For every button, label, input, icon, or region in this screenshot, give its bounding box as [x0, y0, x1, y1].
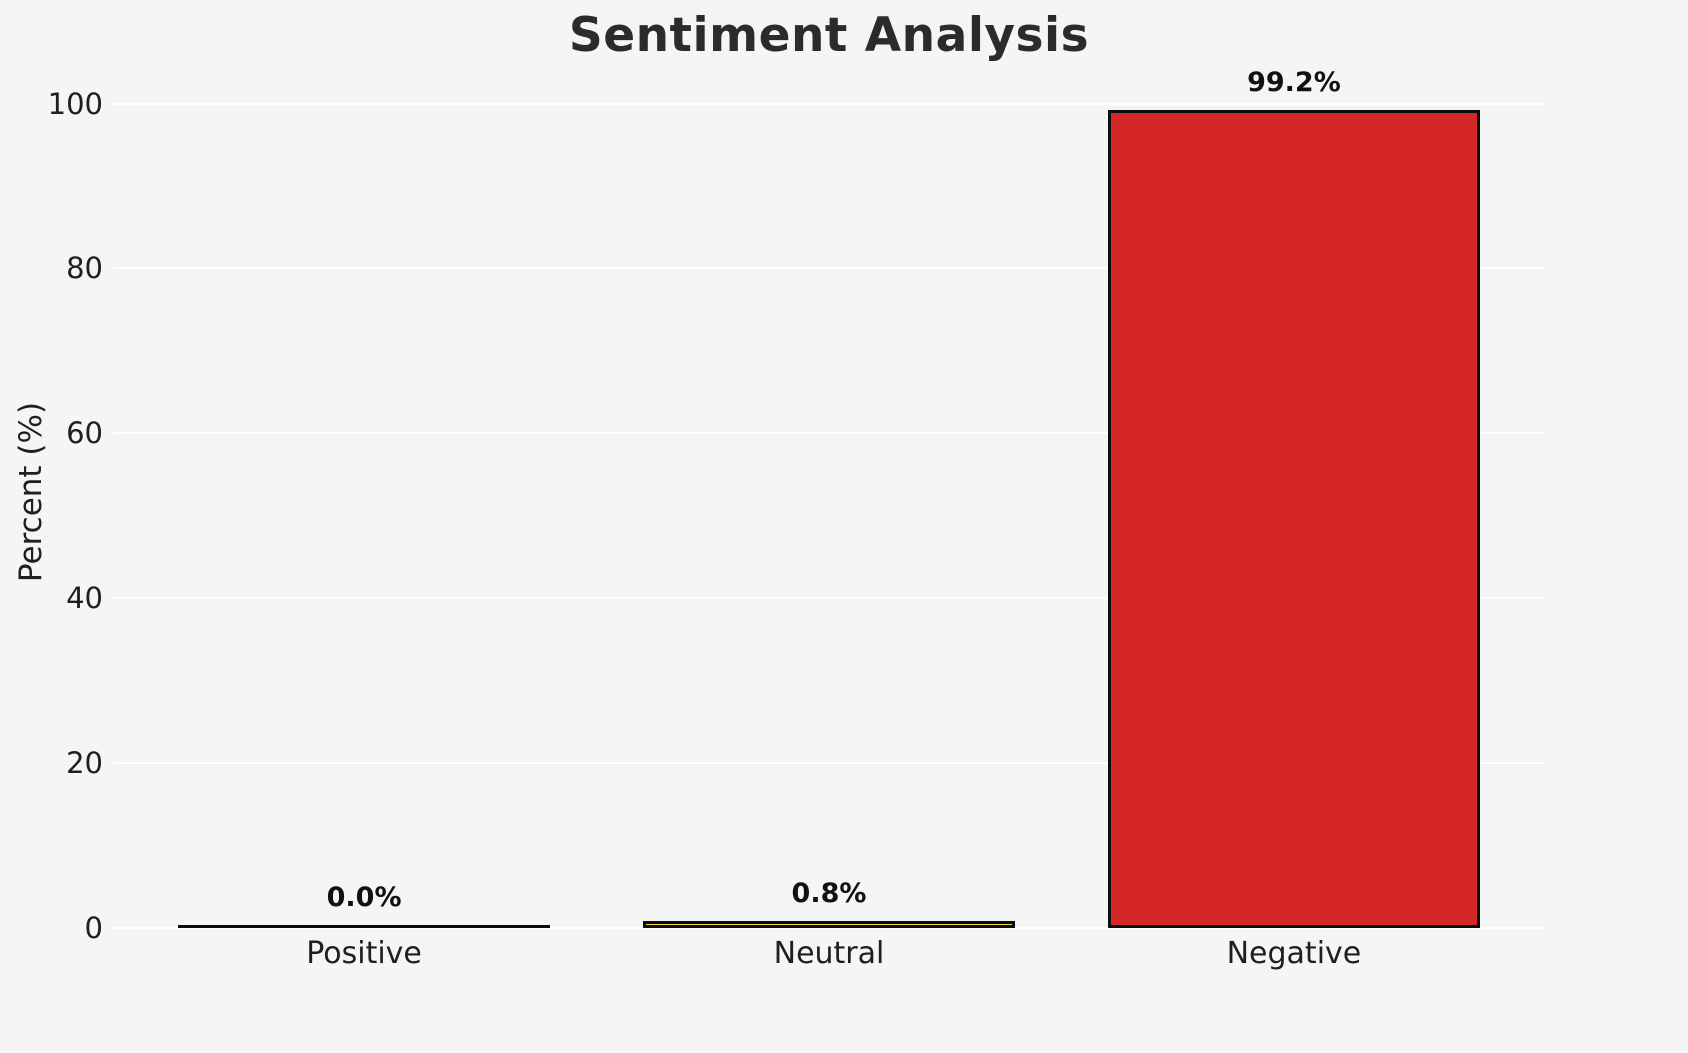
chart-title: Sentiment Analysis: [568, 8, 1090, 63]
bar-value-label: 0.0%: [326, 882, 402, 913]
bar-neutral: [643, 921, 1015, 928]
plot-area: 0.0% 0.8% 99.2%: [113, 67, 1545, 929]
bar-negative: [1107, 110, 1480, 928]
y-tick-label: 40: [66, 581, 103, 616]
bar-positive: [178, 925, 551, 928]
bar-value-label: 0.8%: [791, 878, 867, 910]
gridline: [113, 432, 1545, 435]
y-tick-label: 60: [66, 416, 103, 451]
gridline: [113, 267, 1545, 270]
y-axis-label: Percent (%): [13, 401, 49, 583]
x-tick-label: Neutral: [773, 936, 885, 971]
bar-value-label: 99.2%: [1247, 67, 1341, 99]
y-tick-label: 20: [66, 746, 103, 781]
gridline: [113, 762, 1545, 765]
x-tick-label: Positive: [306, 936, 422, 971]
gridline: [113, 927, 1545, 929]
gridline: [113, 102, 1545, 105]
y-tick-label: 80: [66, 251, 103, 286]
gridline: [113, 597, 1545, 600]
x-tick-label: Negative: [1226, 936, 1362, 971]
y-tick-label: 0: [84, 911, 103, 945]
y-tick-label: 100: [47, 86, 103, 121]
